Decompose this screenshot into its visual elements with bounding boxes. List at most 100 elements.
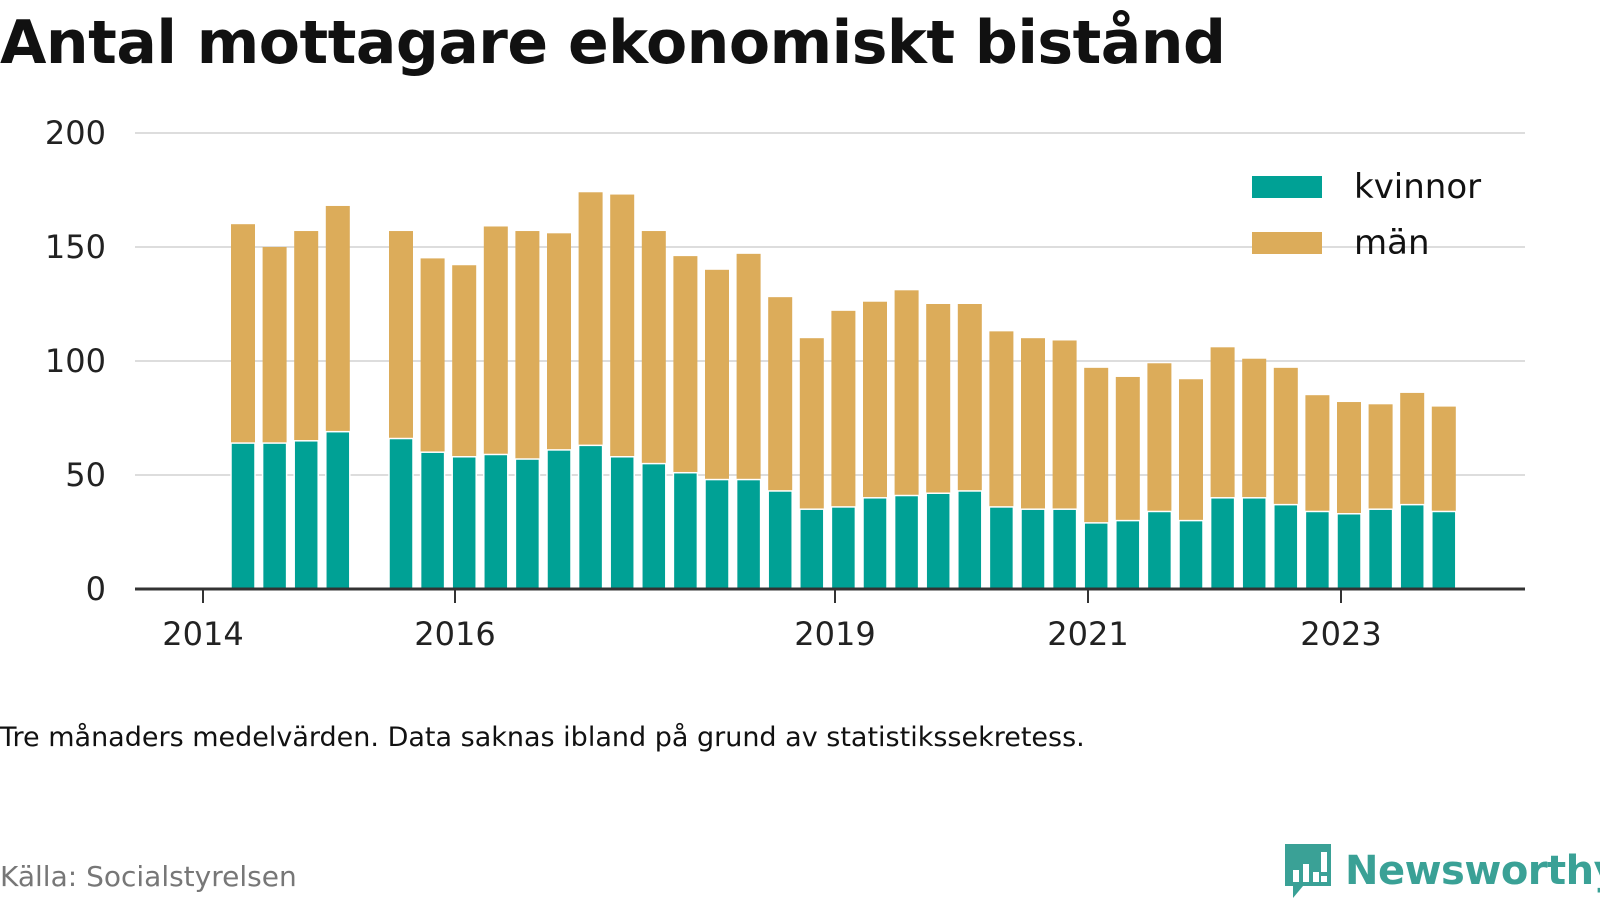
x-tick-label: 2016 [414,615,495,653]
legend-label: kvinnor [1354,167,1481,207]
bar-man [294,231,319,441]
bar-man [926,304,951,494]
bar-man [1431,406,1456,512]
bar-man [578,192,603,446]
bar-kvinnor [672,471,699,590]
bar-man [989,331,1014,507]
bar-kvinnor [704,478,730,590]
bar-man [610,194,635,457]
bar-kvinnor [799,508,825,590]
y-tick-label: 0 [86,570,106,608]
bar-man [768,297,793,491]
bar-kvinnor [641,462,667,590]
bar-kvinnor [325,430,351,590]
bar-kvinnor [609,456,635,590]
bar-kvinnor [546,449,572,590]
bar-man [483,226,508,455]
bar-kvinnor [230,442,256,590]
bar-kvinnor [293,440,319,590]
bar-man [1210,347,1235,498]
bar-kvinnor [261,442,288,590]
legend-swatch [1252,176,1322,198]
bar-kvinnor [1083,522,1109,590]
bar-kvinnor [1273,503,1299,590]
y-tick-label: 200 [45,114,106,152]
x-tick-label: 2023 [1300,615,1381,653]
bar-kvinnor [1209,497,1236,590]
bar-man [957,304,982,491]
x-tick-label: 2021 [1047,615,1128,653]
bar-kvinnor [1115,519,1141,590]
bar-kvinnor [988,506,1015,590]
bar-kvinnor [1336,513,1362,590]
bar-man [262,247,287,444]
bar-man [641,231,666,464]
bar-man [1305,395,1330,512]
bar-man [452,265,477,457]
bar-kvinnor [830,506,857,590]
bar-man [325,205,350,432]
bar-man [1273,367,1298,505]
y-tick-label: 50 [65,456,106,494]
bar-man [1337,402,1361,514]
bar-kvinnor [1146,510,1173,590]
bar-man [1179,379,1203,521]
bar-kvinnor [957,490,983,590]
bar-man [1084,367,1109,523]
x-tick-label: 2014 [162,615,243,653]
bar-man [1052,340,1077,510]
bar-man [863,301,887,498]
bar-man [547,233,571,450]
bar-man [515,231,540,460]
bar-man [1115,376,1140,521]
brand-logo[interactable]: Newsworthy [1283,842,1600,900]
bars [230,192,1457,590]
newsworthy-logo-icon [1285,844,1331,898]
bar-kvinnor [925,492,951,590]
bar-man [799,338,824,510]
bar-man [1368,404,1393,510]
bar-kvinnor [1399,503,1425,590]
y-tick-label: 150 [45,228,106,266]
bar-man [1242,358,1267,498]
bar-kvinnor [419,451,446,590]
bar-man [1147,363,1172,512]
bar-kvinnor [1020,508,1046,590]
bar-man [1021,338,1045,510]
legend-label: män [1354,223,1430,263]
bar-man [389,231,413,439]
bar-kvinnor [862,497,888,590]
chart-note: Tre månaders medelvärden. Data saknas ib… [0,722,1085,753]
bar-kvinnor [1367,508,1394,590]
bar-kvinnor [1304,510,1331,590]
bar-kvinnor [483,453,509,590]
bar-kvinnor [1431,510,1457,590]
bar-kvinnor [893,494,920,590]
axes: 0 50 100 150 200 2014 2016 2019 2021 2023 [45,114,1525,653]
bar-man [894,290,919,496]
bar-kvinnor [1241,497,1267,590]
bar-kvinnor [1178,519,1204,590]
bar-kvinnor [1051,508,1078,590]
bar-kvinnor [735,478,762,590]
y-tick-label: 100 [45,342,106,380]
legend-swatch [1252,232,1322,254]
bar-man [673,256,698,473]
bar-man [231,224,255,444]
bar-man [705,269,729,480]
bar-kvinnor [514,458,541,590]
bar-kvinnor [388,437,414,590]
brand-name: Newsworthy [1345,848,1600,894]
bar-kvinnor [577,444,604,590]
bar-kvinnor [767,490,793,590]
bar-kvinnor [451,456,477,590]
chart-title: Antal mottagare ekonomiskt bistånd [0,8,1226,78]
bar-man [831,310,856,507]
bar-man [420,258,445,453]
x-tick-label: 2019 [794,615,875,653]
legend: kvinnor män [1252,167,1481,263]
bar-man [736,253,761,480]
bar-man [1400,392,1425,505]
source-label: Källa: Socialstyrelsen [0,860,297,893]
